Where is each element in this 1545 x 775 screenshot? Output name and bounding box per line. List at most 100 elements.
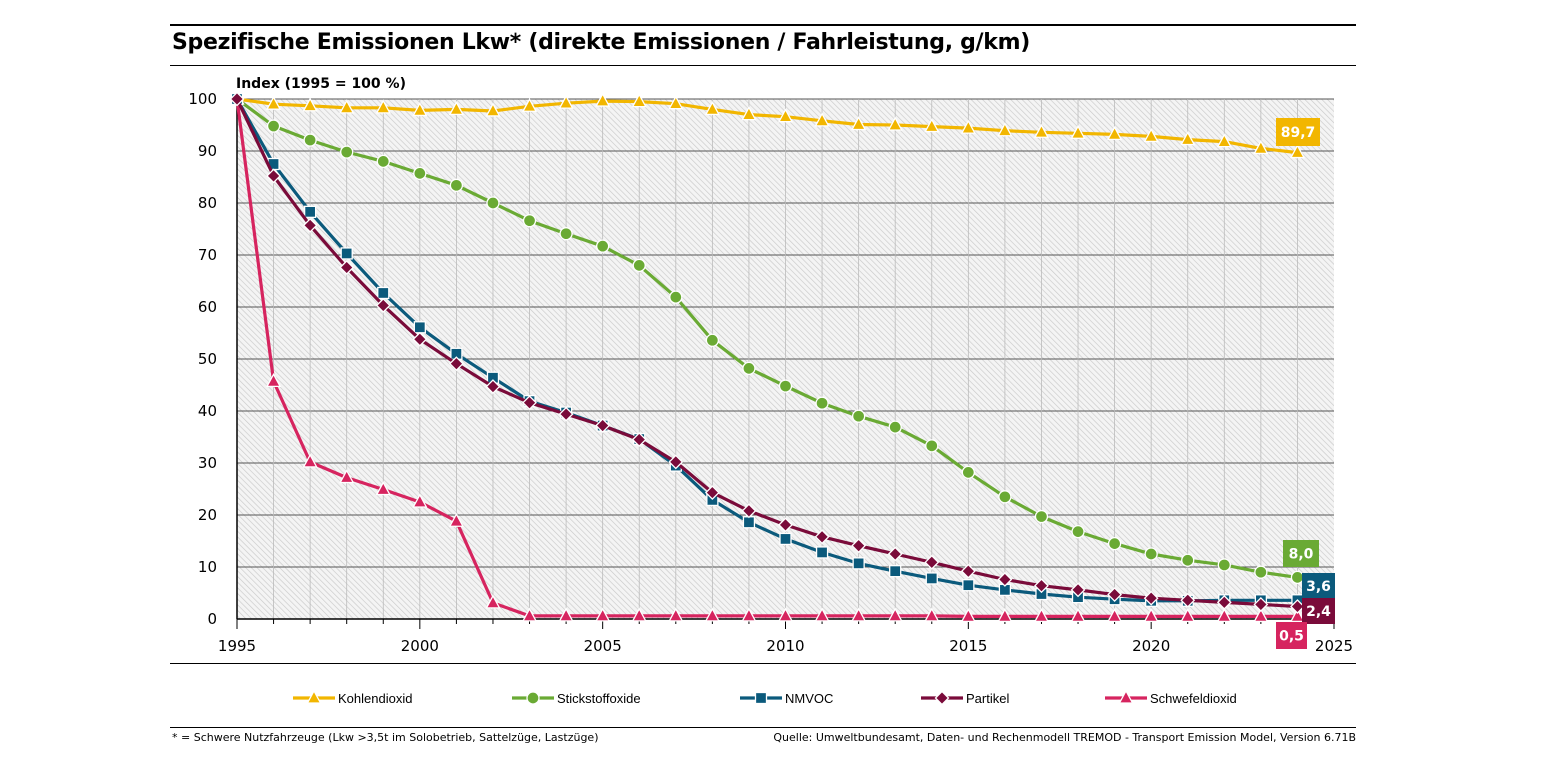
x-tick-label: 2015 — [949, 637, 987, 655]
data-point — [1289, 144, 1306, 159]
data-point — [1071, 524, 1085, 539]
x-tick-label: 1995 — [218, 637, 256, 655]
end-label-kohlendioxid: 89,7 — [1276, 118, 1320, 146]
data-point — [413, 321, 426, 334]
series-line — [235, 98, 1298, 619]
legend-marker — [306, 689, 322, 704]
data-point — [522, 395, 537, 411]
data-point — [1216, 608, 1232, 623]
data-point — [1253, 140, 1269, 155]
title-rule — [170, 65, 1356, 66]
data-point — [961, 465, 975, 480]
data-point — [377, 286, 390, 300]
series-kohlendioxid — [229, 90, 1306, 159]
data-point — [486, 196, 500, 210]
data-point — [814, 529, 830, 545]
footer-rule — [170, 727, 1356, 728]
data-point — [851, 116, 867, 131]
y-tick-label: 0 — [207, 610, 217, 628]
data-point — [1216, 133, 1232, 148]
data-point — [485, 594, 501, 609]
data-point — [448, 101, 464, 116]
data-point — [925, 572, 938, 585]
data-point — [962, 579, 975, 592]
data-point — [302, 217, 318, 233]
data-point — [1180, 131, 1196, 146]
legend-label: Schwefeldioxid — [1150, 690, 1237, 706]
data-point — [631, 607, 647, 622]
data-point — [1253, 597, 1269, 612]
data-point — [521, 607, 538, 622]
legend-swatch — [921, 690, 963, 706]
end-label-box — [1302, 573, 1335, 599]
data-point — [924, 554, 940, 570]
data-point — [851, 607, 867, 622]
end-labels: 89,7 8,0 3,6 2,40,5 — [1276, 118, 1335, 649]
legend-item-stickstoffoxide: Stickstoffoxide — [511, 688, 641, 708]
chart-bottom-rule — [170, 663, 1356, 664]
end-label-box — [1283, 540, 1319, 567]
series-line — [236, 97, 1298, 155]
data-point — [889, 565, 902, 578]
data-point — [595, 607, 611, 622]
data-point — [742, 361, 756, 376]
data-point — [632, 258, 646, 273]
data-point — [595, 418, 611, 433]
source-note: Quelle: Umweltbundesamt, Daten- und Rech… — [773, 731, 1356, 744]
data-point — [1033, 608, 1050, 623]
footnote: * = Schwere Nutzfahrzeuge (Lkw >3,5t im … — [172, 731, 599, 744]
end-label-schwefeldioxid: 0,5 — [1276, 622, 1307, 649]
data-point — [375, 481, 391, 496]
data-point — [303, 205, 317, 218]
end-label-box — [1276, 622, 1307, 649]
data-point — [960, 563, 976, 579]
data-point — [1107, 536, 1122, 551]
data-point — [668, 454, 684, 470]
chart-title: Spezifische Emissionen Lkw* (direkte Emi… — [172, 30, 1031, 55]
y-tick-label: 80 — [198, 194, 217, 212]
data-point — [339, 260, 355, 275]
x-tick-label: 2005 — [584, 637, 622, 655]
y-tick-label: 50 — [198, 350, 217, 368]
series-schwefeldioxid — [229, 90, 1306, 623]
data-point — [1290, 570, 1305, 585]
data-point — [814, 112, 830, 127]
data-point — [705, 333, 720, 347]
series-partikel — [229, 91, 1305, 614]
data-point — [449, 178, 464, 192]
data-point — [997, 608, 1013, 623]
legend: Kohlendioxid Stickstoffoxide NMVOC Partikel… — [0, 688, 1545, 708]
legend-swatch — [1105, 689, 1147, 704]
data-point — [1181, 553, 1195, 567]
data-point — [1034, 509, 1049, 524]
data-point — [631, 432, 647, 448]
data-point — [412, 331, 428, 347]
data-point — [888, 420, 902, 434]
data-point — [1070, 608, 1086, 623]
data-point — [960, 119, 976, 134]
data-point — [741, 503, 757, 519]
data-point — [412, 102, 428, 117]
data-point — [595, 92, 611, 107]
y-axis-label: Index (1995 = 100 %) — [236, 76, 406, 92]
data-point — [1107, 125, 1123, 141]
data-point — [887, 607, 903, 622]
data-point — [302, 97, 318, 112]
data-point — [960, 608, 976, 623]
data-point — [485, 379, 501, 394]
end-label-box — [1302, 598, 1335, 624]
y-tick-label: 70 — [198, 246, 217, 264]
end-label-text: 0,5 — [1279, 629, 1304, 645]
data-point — [375, 99, 391, 114]
data-point — [266, 168, 281, 184]
data-point — [704, 101, 720, 116]
end-label-partikel: 2,4 — [1302, 598, 1335, 624]
legend-marker — [754, 691, 768, 705]
data-point — [815, 396, 829, 410]
data-point — [1143, 128, 1159, 143]
data-point — [851, 409, 866, 423]
legend-swatch — [293, 689, 335, 704]
data-point — [777, 108, 794, 123]
data-point — [339, 99, 355, 114]
data-point — [448, 512, 464, 527]
